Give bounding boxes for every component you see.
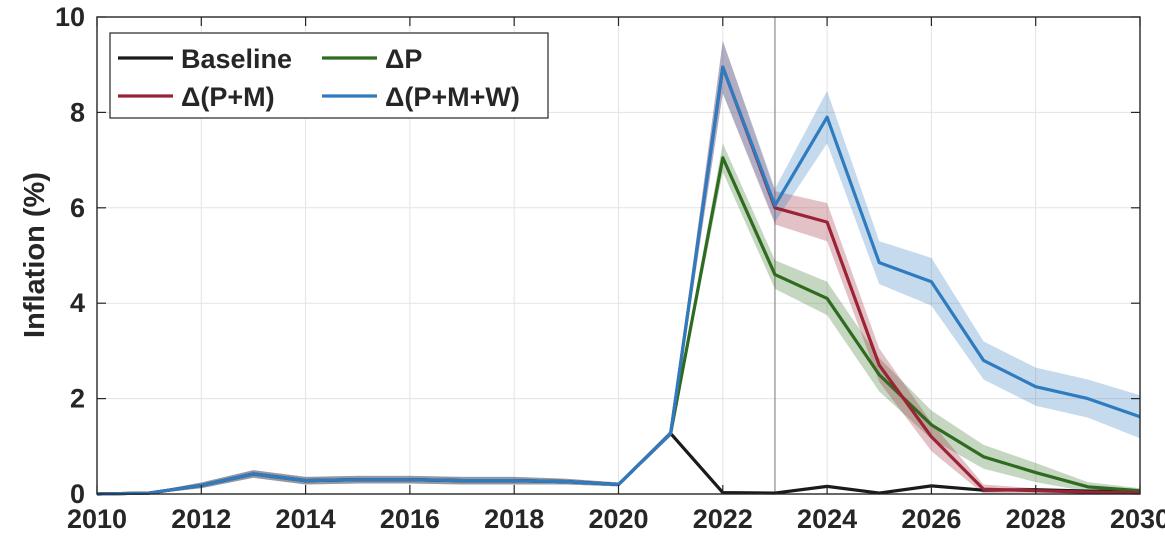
series-band bbox=[97, 40, 1140, 494]
x-tick-label: 2022 bbox=[693, 504, 753, 534]
y-tick-label: 4 bbox=[70, 288, 85, 318]
x-tick-label: 2028 bbox=[1006, 504, 1066, 534]
legend-box bbox=[109, 32, 549, 119]
y-tick-label: 0 bbox=[70, 479, 85, 509]
y-tick-label: 2 bbox=[70, 384, 85, 414]
x-tick-label: 2014 bbox=[276, 504, 336, 534]
x-tick-label: 2026 bbox=[901, 504, 961, 534]
x-tick-label: 2012 bbox=[171, 504, 231, 534]
confidence-bands bbox=[97, 40, 1140, 494]
series-line bbox=[96, 65, 1141, 496]
series-lines bbox=[96, 65, 1141, 496]
axes: 2010 2012 2014 2016 2018 2020 2022 2024 2026 2028… bbox=[55, 2, 1165, 534]
x-tick-label: 2030 bbox=[1110, 504, 1165, 534]
x-tick-label: 2020 bbox=[588, 504, 648, 534]
x-tick-label: 2018 bbox=[484, 504, 544, 534]
series-band bbox=[97, 40, 1140, 494]
legend-label: Δ(P+M+W) bbox=[385, 82, 520, 112]
y-tick-label: 10 bbox=[55, 2, 85, 32]
x-tick-label: 2024 bbox=[797, 504, 857, 534]
legend: Baseline ΔP Δ(P+M) Δ(P+M+W) bbox=[109, 32, 549, 119]
legend-label: Δ(P+M) bbox=[181, 82, 275, 112]
y-axis-label: Inflation (%) bbox=[19, 172, 51, 338]
x-tick-label: 2016 bbox=[380, 504, 440, 534]
legend-label: Baseline bbox=[181, 44, 292, 74]
x-tick-label: 2010 bbox=[67, 504, 127, 534]
y-tick-label: 6 bbox=[70, 193, 85, 223]
legend-label: ΔP bbox=[385, 44, 422, 74]
y-tick-label: 8 bbox=[70, 97, 85, 127]
